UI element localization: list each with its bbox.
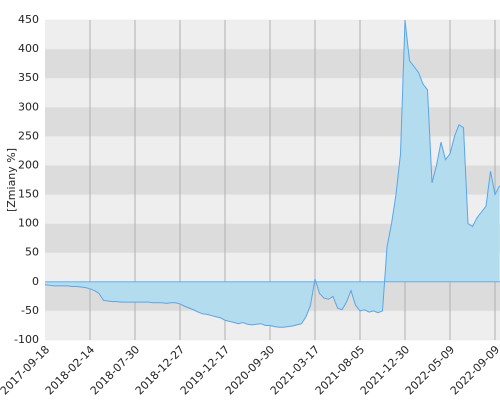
y-axis-label: [Zmiany %]	[5, 148, 18, 212]
grid-band	[45, 136, 500, 166]
y-tick-label: 250	[18, 129, 39, 142]
y-tick-label: 50	[25, 246, 39, 259]
y-tick-label: 450	[18, 13, 39, 26]
y-tick-label: 0	[32, 275, 39, 288]
grid-band	[45, 78, 500, 108]
grid-band	[45, 20, 500, 50]
y-tick-label: -50	[21, 304, 39, 317]
line	[44, 19, 500, 328]
grid-band	[45, 49, 500, 79]
y-tick-label: 350	[18, 71, 39, 84]
y-tick-label: 200	[18, 158, 39, 171]
y-tick-label: -100	[14, 333, 39, 346]
y-tick-label: 400	[18, 42, 39, 55]
y-tick-label: 150	[18, 188, 39, 201]
grid-band	[45, 107, 500, 137]
y-tick-label: 100	[18, 217, 39, 230]
area-fill	[45, 20, 500, 328]
y-tick-label: 300	[18, 100, 39, 113]
